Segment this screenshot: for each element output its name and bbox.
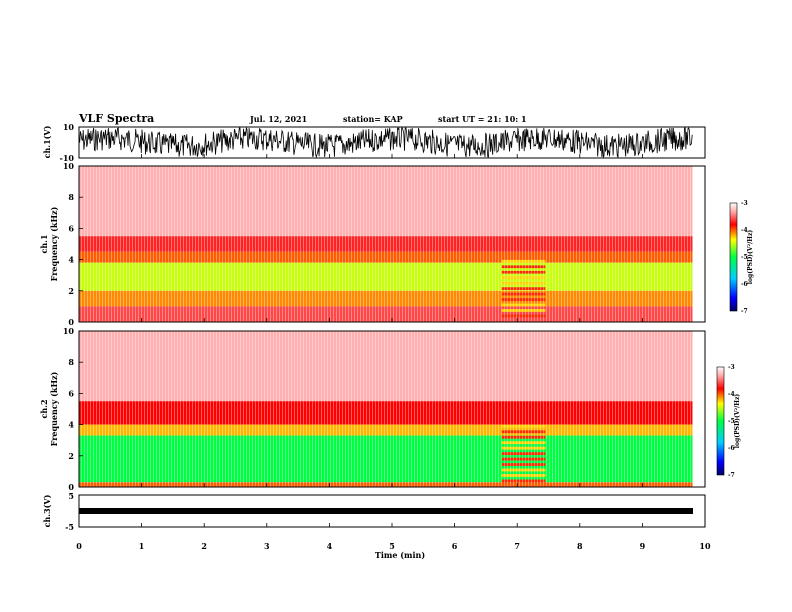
frequency-tick-label: 6 [68, 388, 74, 398]
ch2-spectrogram-texture [79, 331, 693, 487]
ch1-waveform-ylabel: ch.1(V) [42, 125, 52, 158]
frequency-tick-label: 8 [68, 357, 74, 367]
ch1-tick-bottom: -10 [60, 153, 75, 163]
chart-title: VLF Spectra [78, 112, 154, 125]
ch3-tick-bottom: -5 [65, 522, 74, 532]
header-date: Jul. 12, 2021 [249, 114, 307, 124]
colorbar-tick-label: -3 [728, 364, 735, 371]
ch2-spectrogram-panel: 10 8 6 4 2 0 ch.2 Frequency (kHz) [39, 326, 706, 492]
ch2-colorbar-label: log(PSD)(V²/Hz) [734, 394, 741, 449]
time-tick-label: 0 [76, 541, 82, 551]
ch2-spectrogram-ylabel: Frequency (kHz) [49, 371, 59, 446]
time-tick-label: 2 [201, 541, 207, 551]
frequency-tick-label: 2 [68, 451, 74, 461]
ch1-tick-top: 10 [63, 122, 75, 132]
ch3-waveform-trace [79, 508, 693, 514]
frequency-tick-label: 0 [68, 482, 74, 492]
ch1-colorbar-ticks: -3 -4 -5 -6 -7 [741, 200, 748, 315]
time-tick-label: 1 [139, 541, 145, 551]
time-tick-label: 9 [640, 541, 646, 551]
colorbar-tick-label: -6 [741, 281, 748, 288]
colorbar-tick-label: -5 [741, 254, 748, 261]
time-tick-label: 10 [699, 541, 711, 551]
ch1-waveform-panel: 10 -10 ch.1(V) [42, 122, 706, 163]
colorbar-tick-label: -7 [741, 308, 748, 315]
ch1-spectrogram-texture [79, 166, 693, 322]
colorbar-tick-label: -4 [728, 391, 735, 398]
colorbar-tick-label: -3 [741, 200, 748, 207]
frequency-tick-label: 6 [68, 223, 74, 233]
time-axis-label: Time (min) [375, 550, 425, 560]
time-tick-label: 8 [577, 541, 583, 551]
ch1-spectrogram-channel-label: ch.1 [39, 234, 49, 253]
ch2-colorbar: -3 -4 -5 -6 -7 log(PSD)(V²/Hz) [716, 364, 741, 479]
time-axis-ticks: 0 1 2 3 4 5 6 7 8 9 10 [76, 154, 711, 551]
ch2-spectrogram-channel-label: ch.2 [39, 399, 49, 418]
time-tick-label: 5 [389, 541, 395, 551]
colorbar-tick-label: -5 [728, 418, 735, 425]
ch3-tick-top: 5 [68, 491, 74, 501]
colorbar-tick-label: -4 [741, 227, 748, 234]
colorbar-tick-label: -6 [728, 445, 735, 452]
ch2-spectrogram-yticks: 10 8 6 4 2 0 [63, 326, 83, 492]
time-tick-label: 4 [327, 541, 333, 551]
time-tick-label: 3 [264, 541, 270, 551]
ch1-spectrogram-panel: 10 8 6 4 2 0 ch.1 Frequency (kHz) [39, 161, 706, 327]
ch1-spectrogram-yticks: 10 8 6 4 2 0 [63, 161, 83, 327]
ch3-waveform-panel: 5 -5 ch.3(V) [42, 491, 706, 532]
header-start-time: start UT = 21: 10: 1 [438, 114, 527, 124]
ch1-colorbar-gradient [729, 202, 738, 312]
time-tick-label: 7 [514, 541, 520, 551]
colorbar-tick-label: -7 [728, 472, 735, 479]
header-station: station= KAP [343, 114, 403, 124]
ch2-colorbar-gradient [716, 366, 725, 476]
ch3-waveform-ylabel: ch.3(V) [42, 494, 52, 527]
frequency-tick-label: 2 [68, 286, 74, 296]
frequency-tick-label: 10 [63, 326, 75, 336]
time-tick-label: 6 [452, 541, 458, 551]
frequency-tick-label: 10 [63, 161, 75, 171]
ch1-waveform-trace [78, 126, 693, 159]
frequency-tick-label: 8 [68, 192, 74, 202]
ch1-spectrogram-ylabel: Frequency (kHz) [49, 206, 59, 281]
frequency-tick-label: 4 [68, 255, 74, 265]
ch2-colorbar-ticks: -3 -4 -5 -6 -7 [728, 364, 735, 479]
frequency-tick-label: 4 [68, 420, 74, 430]
ch1-colorbar-label: log(PSD)(V²/Hz) [747, 230, 754, 285]
ch1-colorbar: -3 -4 -5 -6 -7 log(PSD)(V²/Hz) [729, 200, 754, 315]
frequency-tick-label: 0 [68, 317, 74, 327]
